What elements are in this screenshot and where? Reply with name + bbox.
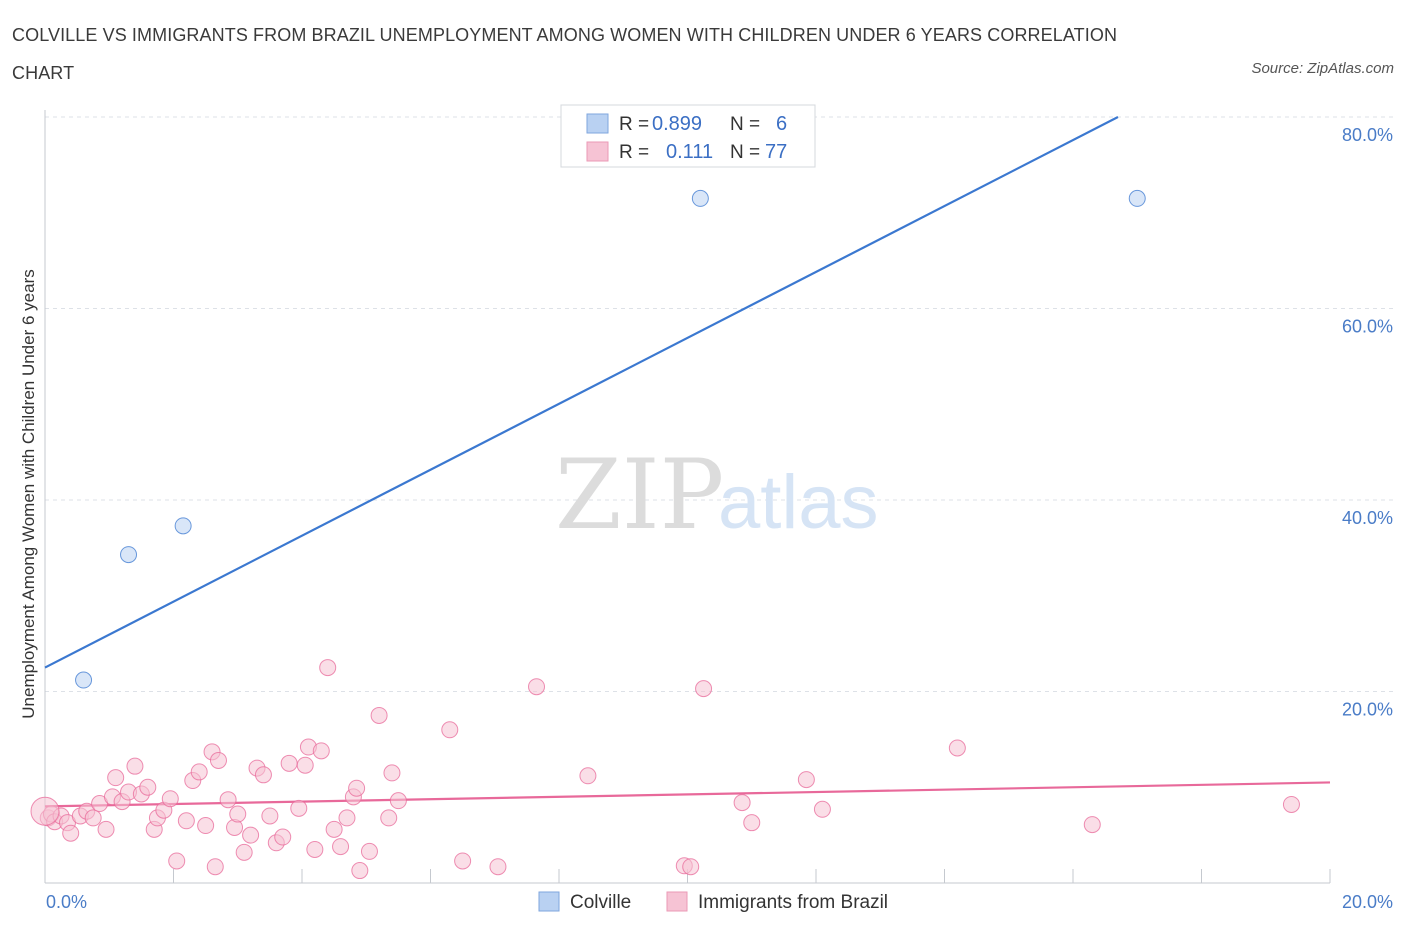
colville-point-4 — [1128, 189, 1146, 207]
brazil-point-45 — [312, 742, 330, 760]
brazil-point-12 — [107, 769, 125, 787]
axes — [44, 110, 1331, 884]
brazil-point-72 — [1282, 795, 1300, 813]
bottom-legend-swatch-colville — [538, 891, 560, 912]
x-tick-label-0: 0.0% — [46, 892, 87, 912]
brazil-point-25 — [190, 763, 208, 781]
colville-point-1 — [120, 546, 138, 564]
bottom-legend-swatch-brazil — [666, 891, 688, 912]
brazil-point-57 — [389, 792, 407, 810]
brazil-point-62 — [579, 767, 597, 785]
y-tick-label-2: 60.0% — [1342, 317, 1393, 337]
brazil-point-41 — [290, 799, 308, 817]
trend-line-brazil — [44, 781, 1331, 808]
brazil-point-68 — [797, 771, 815, 789]
legend-n-value-1: 6 — [776, 113, 787, 135]
brazil-point-30 — [219, 791, 237, 809]
brazil-point-71 — [1083, 816, 1101, 834]
brazil-point-8 — [84, 809, 102, 827]
source-credit: Source: ZipAtlas.com — [1251, 60, 1394, 77]
brazil-point-58 — [441, 721, 459, 739]
brazil-point-46 — [319, 659, 337, 677]
brazil-point-23 — [177, 812, 195, 830]
bottom-legend: Colville Immigrants from Brazil — [538, 891, 888, 913]
brazil-point-37 — [261, 807, 279, 825]
chart-title: COLVILLE VS IMMIGRANTS FROM BRAZIL UNEMP… — [12, 25, 1118, 83]
colville-point-3 — [691, 189, 709, 207]
colville-point-2 — [174, 517, 192, 535]
brazil-point-56 — [383, 764, 401, 782]
brazil-point-39 — [274, 828, 292, 846]
brazil-point-73 — [30, 796, 60, 826]
trend-lines — [44, 116, 1331, 808]
bottom-legend-colville: Colville — [570, 892, 631, 913]
brazil-point-69 — [813, 800, 831, 818]
brazil-point-49 — [338, 809, 356, 827]
brazil-point-42 — [296, 756, 314, 774]
legend-r-value-1: 0.899 — [652, 113, 702, 135]
watermark-atlas: atlas — [718, 460, 879, 545]
brazil-point-5 — [62, 824, 80, 842]
brazil-point-67 — [743, 814, 761, 832]
brazil-point-52 — [351, 862, 369, 880]
trend-line-colville — [44, 116, 1119, 669]
brazil-point-51 — [348, 779, 366, 797]
watermark: ZIP atlas — [555, 439, 879, 551]
brazil-point-48 — [332, 838, 350, 856]
stats-legend: R = 0.899 N = 6 R = 0.111 N = 77 — [560, 104, 816, 168]
legend-n-label-1: N = — [730, 114, 760, 135]
brazil-point-33 — [235, 843, 253, 861]
brazil-point-59 — [454, 852, 472, 870]
brazil-point-22 — [168, 852, 186, 870]
brazil-point-28 — [206, 858, 224, 876]
brazil-point-60 — [489, 858, 507, 876]
x-tick-label-1: 20.0% — [1342, 892, 1393, 912]
y-tick-label-1: 40.0% — [1342, 508, 1393, 528]
y-tick-label-0: 20.0% — [1342, 700, 1393, 720]
brazil-point-17 — [139, 778, 157, 796]
legend-r-label-1: R = — [619, 114, 649, 135]
brazil-point-65 — [695, 680, 713, 698]
brazil-point-70 — [948, 739, 966, 757]
colville-point-0 — [75, 671, 93, 689]
legend-swatch-brazil — [586, 141, 609, 162]
legend-r-value-2: 0.111 — [666, 141, 713, 163]
brazil-point-55 — [380, 809, 398, 827]
brazil-point-66 — [733, 794, 751, 812]
brazil-point-36 — [254, 766, 272, 784]
grid-lines — [45, 116, 1394, 692]
brazil-point-54 — [370, 706, 388, 724]
watermark-zip: ZIP — [555, 439, 724, 551]
brazil-point-10 — [97, 820, 115, 838]
brazil-point-32 — [229, 805, 247, 823]
brazil-point-44 — [306, 840, 324, 858]
brazil-point-47 — [325, 820, 343, 838]
brazil-point-21 — [161, 790, 179, 808]
brazil-point-64 — [682, 858, 700, 876]
legend-swatch-colville — [586, 113, 609, 134]
legend-n-label-2: N = — [730, 142, 760, 163]
bottom-legend-brazil: Immigrants from Brazil — [698, 892, 888, 913]
brazil-point-34 — [242, 826, 260, 844]
brazil-point-26 — [197, 817, 215, 835]
legend-r-label-2: R = — [619, 142, 649, 163]
brazil-point-61 — [528, 678, 546, 696]
tick-labels: 20.0% 40.0% 60.0% 80.0% 0.0% 20.0% — [46, 125, 1393, 912]
legend-n-value-2: 77 — [765, 141, 787, 163]
brazil-point-15 — [126, 757, 144, 775]
data-points — [30, 189, 1300, 880]
brazil-point-29 — [209, 751, 227, 769]
y-axis-label: Unemployment Among Women with Children U… — [19, 269, 38, 718]
brazil-point-53 — [360, 842, 378, 860]
y-tick-label-3: 80.0% — [1342, 125, 1393, 145]
brazil-point-40 — [280, 754, 298, 772]
